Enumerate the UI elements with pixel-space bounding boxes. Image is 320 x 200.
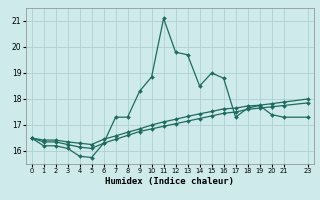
X-axis label: Humidex (Indice chaleur): Humidex (Indice chaleur) (105, 177, 234, 186)
